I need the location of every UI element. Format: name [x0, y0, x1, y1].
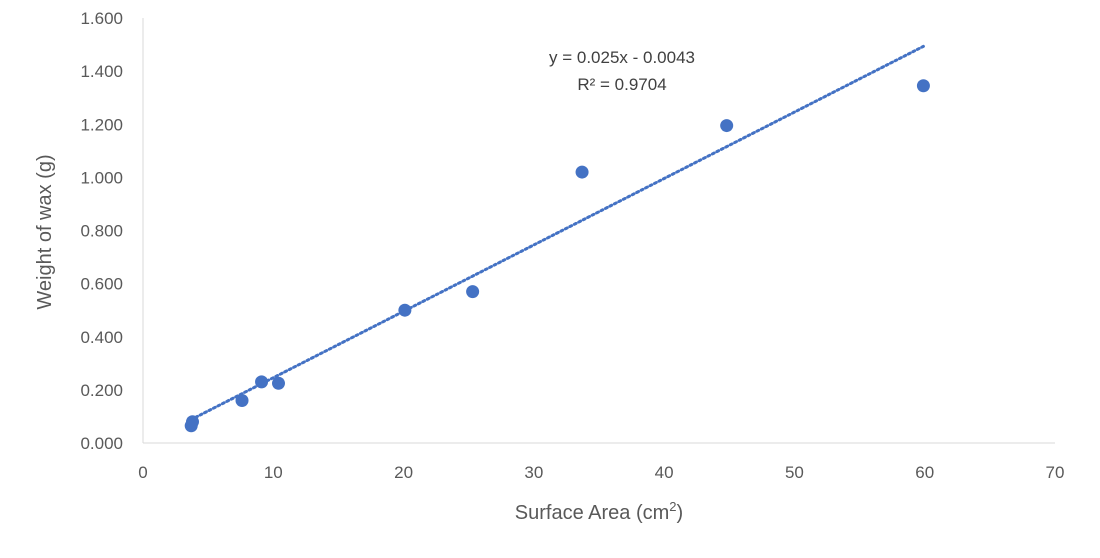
- x-axis-title-superscript: 2: [669, 499, 676, 514]
- trendline-line: [189, 44, 925, 422]
- y-tick-label: 0.400: [80, 328, 123, 347]
- data-point: [575, 165, 589, 179]
- x-axis-title-main: Surface Area (cm: [515, 502, 670, 524]
- x-tick-label: 0: [138, 463, 147, 482]
- data-points: [184, 79, 930, 433]
- y-tick-label: 1.600: [80, 9, 123, 28]
- x-tick-label: 10: [264, 463, 283, 482]
- y-tick-label: 1.400: [80, 62, 123, 81]
- data-point: [186, 415, 200, 429]
- x-axis-title: Surface Area (cm2): [515, 499, 683, 524]
- x-tick-label: 20: [394, 463, 413, 482]
- x-tick-labels: 0 10 20 30 40 50 60 70: [138, 463, 1064, 482]
- data-point: [235, 394, 249, 407]
- y-tick-labels: 0.000 0.200 0.400 0.600 0.800 1.000 1.200 1.400…: [80, 9, 123, 453]
- y-tick-label: 1.200: [80, 115, 123, 134]
- data-point: [271, 376, 285, 390]
- y-tick-label: 0.800: [80, 222, 123, 241]
- y-tick-label: 0.600: [80, 275, 123, 294]
- x-axis-title-tail: ): [677, 502, 684, 524]
- trendline-equation: y = 0.025x - 0.0043: [549, 48, 695, 67]
- data-point: [720, 119, 734, 133]
- y-axis-title: Weight of wax (g): [34, 154, 56, 309]
- data-point: [466, 285, 480, 299]
- x-tick-label: 50: [785, 463, 804, 482]
- x-tick-label: 60: [915, 463, 934, 482]
- trendline-r-squared: R² = 0.9704: [577, 75, 666, 94]
- x-tick-label: 40: [655, 463, 674, 482]
- x-tick-label: 30: [524, 463, 543, 482]
- x-tick-label: 70: [1046, 463, 1065, 482]
- y-tick-label: 0.200: [80, 381, 123, 400]
- data-point: [398, 303, 412, 317]
- data-point: [916, 79, 930, 93]
- trendline: [189, 44, 925, 422]
- y-tick-label: 0.000: [80, 434, 123, 453]
- y-tick-label: 1.000: [80, 168, 123, 187]
- data-point: [255, 375, 269, 389]
